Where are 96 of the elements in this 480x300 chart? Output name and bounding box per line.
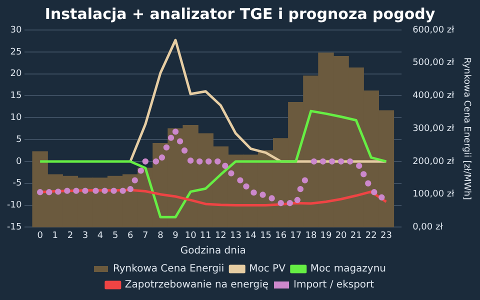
x-tick-label: 1 [52,230,58,241]
x-tick-label: 12 [214,230,226,241]
y-tick-label: 20 [10,69,22,80]
point [260,192,266,198]
x-tick-label: 2 [67,230,74,241]
x-tick-label: 7 [142,230,148,241]
point [120,188,126,194]
x-tick-label: 5 [112,230,118,241]
y2-tick-label: 100,00 zł [412,190,455,200]
point [250,189,257,196]
point [187,157,194,164]
point [356,162,362,169]
x-tick-label: 19 [320,230,332,241]
point [172,128,179,135]
x-tick-label: 4 [97,230,104,241]
legend-label: Rynkowa Cena Energii [112,264,224,275]
x-tick-label: 18 [305,230,317,241]
point [176,138,184,144]
point [168,134,174,141]
legend-label: Moc magazynu [310,264,386,275]
point [206,158,212,165]
x-tick-label: 0 [37,230,44,241]
point [228,170,234,176]
point [378,194,385,200]
y2-axis-title: Rynkowa Cena Energii [zł/MWh] [461,57,472,200]
point [102,188,108,194]
x-tick-label: 11 [200,230,212,241]
point [55,188,62,195]
point [142,158,149,165]
point [371,189,378,196]
x-axis-title: Godzina dnia [180,246,246,257]
y-tick-label: 0 [16,156,22,167]
y2-tick-label: 200,00 zł [412,156,455,167]
point [268,195,275,202]
point [36,189,44,196]
x-tick-label: 3 [82,230,88,241]
y2-tick-label: 500,00 zł [412,58,455,68]
x-tick-label: 10 [184,230,197,241]
point [163,144,170,151]
point [302,177,308,184]
point [360,171,367,178]
point [243,183,250,190]
legend-label: Moc PV [249,264,286,275]
point [152,158,160,165]
x-tick-label: 17 [290,230,302,241]
x-tick-label: 14 [245,230,257,241]
point [237,177,244,184]
point [214,158,221,165]
point [73,188,80,194]
point [110,188,117,194]
point [328,158,336,165]
point [338,158,344,165]
x-tick-label: 9 [172,230,179,241]
y-tick-label: 5 [16,134,22,145]
point [82,188,88,194]
y-tick-label: -15 [6,222,22,233]
x-tick-label: 8 [158,230,164,241]
y-tick-label: 30 [10,25,22,36]
point [365,180,372,186]
point [278,200,284,206]
point [92,188,99,194]
x-tick-label: 13 [230,230,242,241]
point [297,186,304,192]
x-tick-label: 22 [365,230,377,241]
point [181,147,188,154]
x-tick-label: 16 [275,230,287,241]
point [132,177,138,184]
y-tick-label: 25 [10,47,22,58]
point [310,158,318,165]
x-tick-label: 6 [128,230,134,241]
y2-tick-label: 600,00 zł [412,25,455,36]
x-tick-label: 21 [350,230,362,241]
point [127,186,134,192]
y-tick-label: -10 [6,200,22,211]
y2-tick-label: 400,00 zł [412,91,455,102]
x-tick-label: 23 [380,230,392,241]
point [158,154,166,161]
point [46,189,52,196]
x-tick-label: 15 [260,230,272,241]
x-tick-label: 20 [335,230,348,241]
legend-label: Import / eksport [294,280,374,291]
y-tick-label: 10 [10,112,22,123]
point [320,158,326,165]
point [294,196,301,204]
point [196,158,203,165]
point [138,168,144,174]
point [346,158,354,165]
y-tick-label: 15 [10,91,22,102]
y-tick-label: -5 [12,178,22,189]
y2-tick-label: 300,00 zł [412,124,455,134]
legend-label: Zapotrzebowanie na energię [124,280,269,291]
point [286,200,293,206]
point [64,188,70,194]
point [222,162,228,169]
y2-tick-label: 0,00 zł [412,222,444,233]
chart-title: Instalacja + analizator TGE i prognoza pogody [44,4,436,23]
